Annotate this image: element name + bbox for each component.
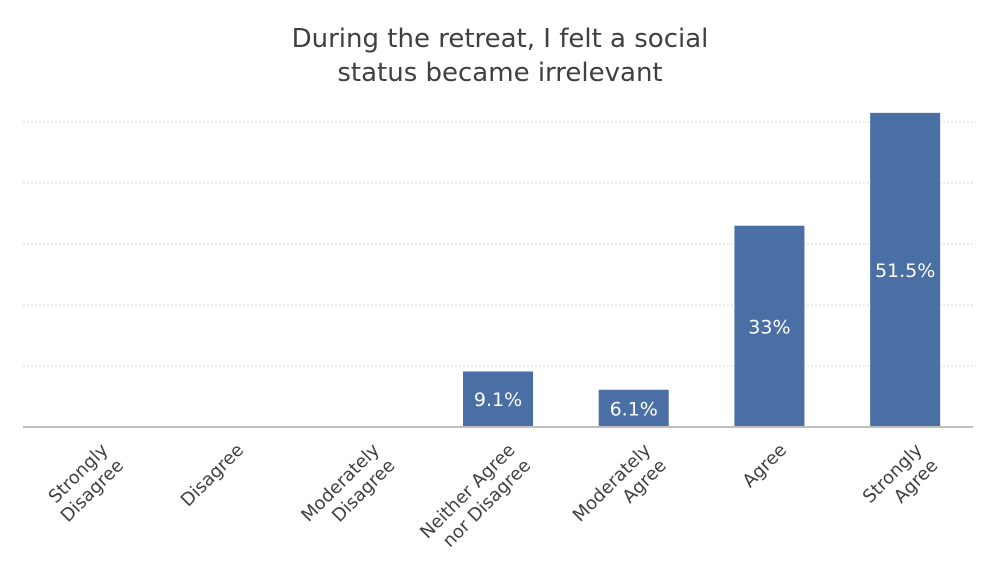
category-label-1: StronglyDisagree	[41, 439, 128, 526]
chart-title: During the retreat, I felt a social stat…	[0, 22, 1000, 90]
data-label-7: 51.5%	[875, 260, 935, 282]
bars	[463, 112, 941, 427]
category-label-2-line-1: Disagree	[177, 440, 248, 511]
data-label-6: 33%	[748, 316, 790, 338]
category-label-6-line-1: Agree	[739, 440, 791, 492]
category-label-5: ModeratelyAgree	[569, 439, 671, 541]
bar-7	[870, 112, 941, 427]
category-label-6: Agree	[739, 440, 791, 492]
category-label-2: Disagree	[177, 440, 248, 511]
bar-5	[598, 389, 669, 427]
data-label-5: 6.1%	[610, 398, 658, 420]
bar-4	[463, 371, 533, 427]
category-label-4: Neither Agreenor Disagree	[416, 440, 535, 559]
gridlines	[23, 121, 973, 367]
chart-title-line-1: During the retreat, I felt a social	[291, 24, 709, 54]
data-labels: 9.1% 6.1% 33% 51.5%	[474, 260, 935, 420]
bar-6	[734, 225, 805, 427]
category-tick-labels: StronglyDisagree Disagree ModeratelyDisagr…	[41, 439, 943, 559]
category-label-7: StronglyAgree	[859, 439, 943, 523]
chart-title-line-2: status became irrelevant	[337, 58, 663, 88]
category-label-3: ModeratelyDisagree	[297, 439, 399, 541]
data-label-4: 9.1%	[474, 389, 522, 411]
